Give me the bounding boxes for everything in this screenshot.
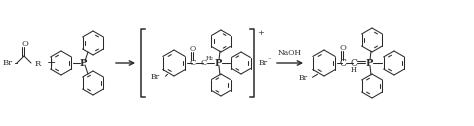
Text: Br: Br: [298, 74, 308, 82]
Text: NaOH: NaOH: [278, 49, 302, 57]
Text: C: C: [201, 59, 207, 67]
Text: P: P: [79, 58, 87, 68]
Text: P: P: [214, 58, 222, 68]
Text: C: C: [339, 58, 346, 68]
Text: R: R: [35, 60, 41, 68]
Text: O: O: [190, 45, 196, 53]
Text: +: +: [257, 29, 264, 37]
Text: +: +: [46, 58, 55, 68]
Text: H: H: [351, 66, 357, 74]
Text: Br: Br: [3, 59, 13, 67]
Text: ⁻: ⁻: [268, 57, 272, 65]
Text: P: P: [365, 58, 373, 68]
Text: H₂: H₂: [206, 55, 214, 60]
Text: C: C: [190, 59, 196, 67]
Text: C: C: [351, 58, 357, 68]
Text: Br: Br: [150, 73, 159, 81]
Text: Br: Br: [259, 59, 268, 67]
Text: O: O: [339, 44, 346, 52]
Text: O: O: [21, 40, 28, 48]
